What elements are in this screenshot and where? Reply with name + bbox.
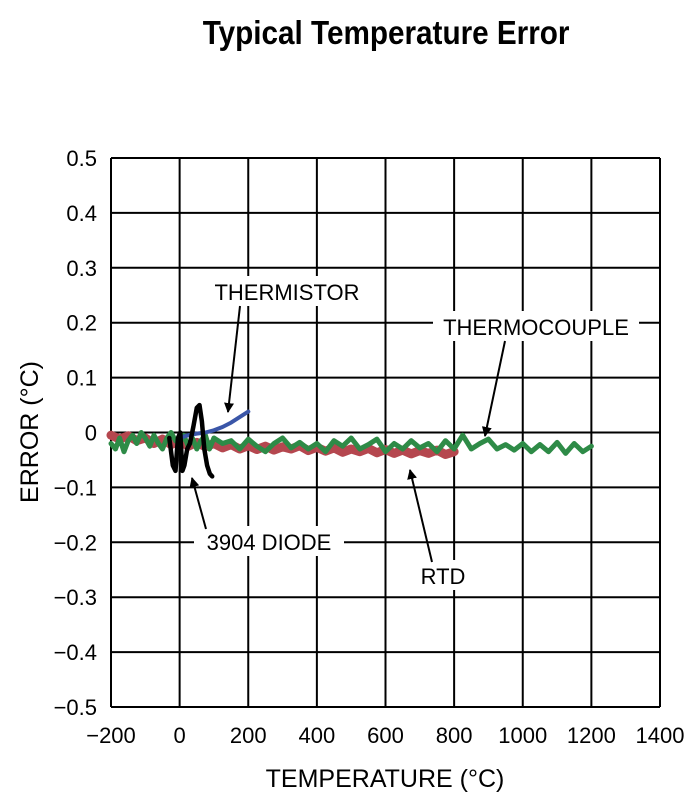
annotations: THERMISTOR THERMOCOUPLE 3904 DIODE RTD <box>189 276 639 590</box>
annotation-bg <box>203 276 371 306</box>
annotation-label: RTD <box>421 564 466 589</box>
y-tick-label: 0.3 <box>66 256 97 281</box>
y-tick-label: 0.4 <box>66 201 97 226</box>
y-tick-label: −0.3 <box>54 585 97 610</box>
y-tick-label: 0 <box>85 421 97 446</box>
y-tick-label: 0.1 <box>66 366 97 391</box>
x-tick-label: 0 <box>174 723 186 748</box>
annotation-arrow <box>407 469 433 563</box>
x-tick-label: 800 <box>436 723 473 748</box>
annotation-arrow <box>224 305 241 413</box>
y-tick-label: −0.2 <box>54 530 97 555</box>
tick-labels: −200 0 200 400 600 800 1000 1200 1400 0.5 0.4 0.3 0.… <box>54 146 685 748</box>
annotation-bg <box>415 560 471 590</box>
x-tick-label: 600 <box>367 723 404 748</box>
annotation-bg <box>433 311 639 341</box>
annotation-label: THERMISTOR <box>214 280 359 305</box>
x-tick-label: 400 <box>299 723 336 748</box>
y-tick-label: 0.5 <box>66 146 97 171</box>
y-tick-label: 0.2 <box>66 311 97 336</box>
x-tick-label: 200 <box>230 723 267 748</box>
annotation-label: THERMOCOUPLE <box>443 315 629 340</box>
annotation-bg <box>194 526 344 556</box>
x-tick-label: 1000 <box>498 723 547 748</box>
x-tick-label: −200 <box>86 723 136 748</box>
chart-title: Typical Temperature Error <box>203 15 570 52</box>
x-tick-label: 1400 <box>636 723 685 748</box>
annotation-arrow <box>481 340 506 437</box>
annotation-arrow <box>189 477 207 530</box>
series-thermocouple <box>108 430 594 456</box>
series-3904-diode <box>167 402 215 479</box>
annotation-label: 3904 DIODE <box>207 530 332 555</box>
y-tick-label: −0.5 <box>54 695 97 720</box>
y-tick-label: −0.4 <box>54 640 97 665</box>
y-tick-label: −0.1 <box>54 475 97 500</box>
x-tick-label: 1200 <box>567 723 616 748</box>
series-lines <box>106 402 594 479</box>
x-axis-label: TEMPERATURE (°C) <box>266 765 505 793</box>
y-axis-label: ERROR (°C) <box>16 361 44 503</box>
